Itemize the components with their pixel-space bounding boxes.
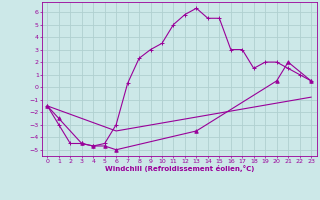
X-axis label: Windchill (Refroidissement éolien,°C): Windchill (Refroidissement éolien,°C) — [105, 165, 254, 172]
